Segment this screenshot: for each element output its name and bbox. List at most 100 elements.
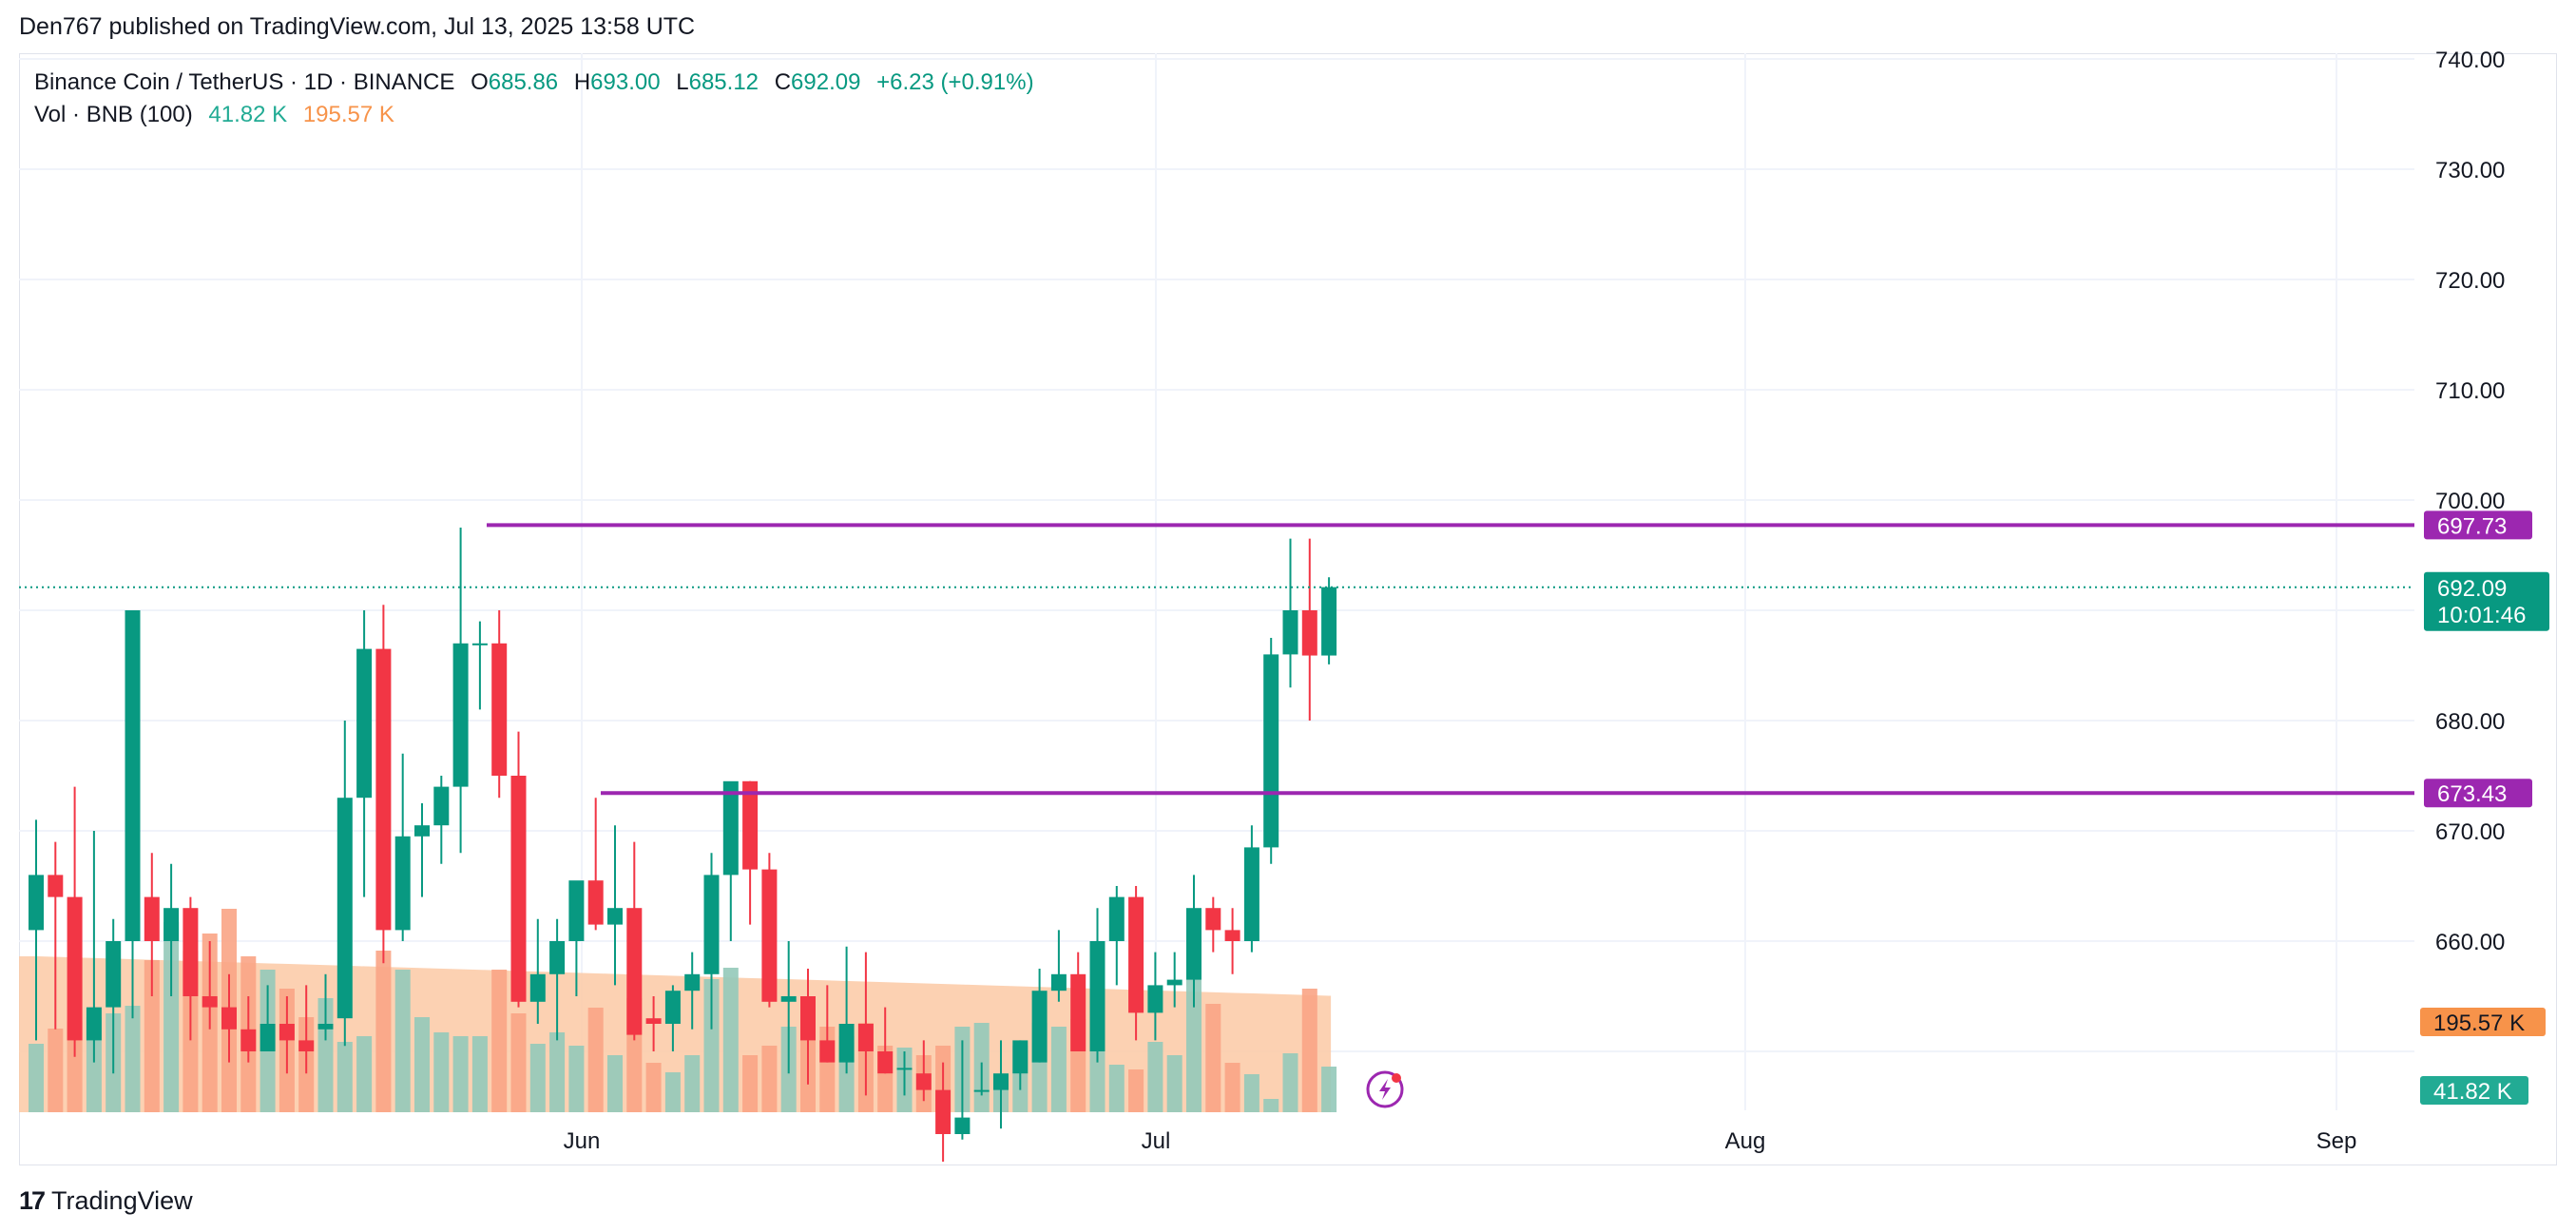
volume-title[interactable]: Vol · BNB (100) [34, 102, 193, 127]
candle-body [703, 875, 720, 974]
candle-body [1031, 991, 1048, 1063]
candle-body [800, 996, 816, 1041]
level-price-label: 673.43 [2437, 781, 2507, 807]
candle-body [471, 643, 488, 645]
last-price-label: 692.09 [2437, 576, 2507, 602]
x-axis-tick-label: Jun [564, 1128, 601, 1154]
candle-body [279, 1024, 295, 1041]
y-axis-tick-label: 740.00 [2435, 48, 2505, 73]
volume-bar [67, 1021, 83, 1112]
candle-body [1166, 979, 1182, 986]
candle-body [125, 610, 141, 941]
candle-body [106, 941, 122, 1008]
volume-bar [722, 968, 739, 1112]
volume-bar [394, 970, 411, 1112]
volume-bar [645, 1063, 662, 1112]
y-axis-tick-label: 680.00 [2435, 709, 2505, 735]
candle-body [48, 875, 64, 897]
candle-body [1186, 908, 1201, 980]
y-axis-tick-label: 700.00 [2435, 489, 2505, 514]
x-axis-tick-label: Aug [1725, 1128, 1766, 1154]
candle-body [163, 908, 180, 941]
candle-body [1301, 610, 1317, 656]
tradingview-brand[interactable]: 17 TradingView [19, 1186, 193, 1216]
close-label: C [774, 69, 792, 95]
candle-body [761, 869, 778, 1002]
volume-legend-row: Vol · BNB (100) 41.82 K 195.57 K [34, 99, 1034, 131]
volume-bar [1128, 1069, 1144, 1112]
candle-body [1224, 930, 1240, 941]
publication-caption: Den767 published on TradingView.com, Jul… [19, 13, 696, 40]
volume-ma-tag-label: 195.57 K [2433, 1011, 2525, 1036]
candle-body [1147, 985, 1163, 1013]
x-axis-tick-label: Sep [2316, 1128, 2357, 1154]
volume-bar [510, 1013, 527, 1112]
candle-body [838, 1024, 855, 1063]
candle-body [221, 1007, 237, 1030]
candle-body [67, 896, 83, 1041]
candle-body [1282, 610, 1298, 655]
volume-bar [491, 970, 508, 1112]
candle-body [993, 1073, 1009, 1090]
candle-body [317, 1024, 334, 1030]
volume-bar [1282, 1053, 1298, 1112]
candle-body [529, 973, 546, 1002]
candle-body [1205, 908, 1221, 931]
volume-bar [684, 1055, 701, 1112]
volume-bar [587, 1008, 604, 1112]
volume-bar [761, 1046, 778, 1112]
candle-body [1263, 654, 1279, 848]
candle-body [819, 1040, 836, 1063]
y-axis-tick-label: 730.00 [2435, 158, 2505, 183]
volume-bar [414, 1017, 430, 1112]
candle-body [260, 1024, 276, 1051]
volume-bar [29, 1044, 44, 1112]
open-label: O [471, 69, 489, 95]
volume-bar [568, 1046, 585, 1112]
level-price-tag [2424, 510, 2532, 540]
volume-bar [1050, 1027, 1067, 1112]
tradingview-logo-icon: 17 [19, 1186, 46, 1215]
volume-bar [433, 1032, 450, 1112]
candle-body [607, 908, 623, 925]
candle-body [857, 1024, 874, 1051]
last-price-tag [2424, 571, 2549, 631]
candle-body [1012, 1040, 1028, 1074]
candle-body [1321, 587, 1337, 656]
volume-bar [1186, 960, 1201, 1112]
candle-body [780, 996, 797, 1002]
volume-bar [1224, 1063, 1240, 1112]
volume-bar [742, 1055, 759, 1112]
volume-bar [471, 1036, 488, 1112]
low-label: L [676, 69, 689, 95]
bar-countdown-label: 10:01:46 [2437, 603, 2526, 628]
volume-bar [356, 1036, 373, 1112]
volume-ma-value: 195.57 K [302, 102, 394, 127]
change-value: +6.23 (+0.91%) [876, 69, 1034, 95]
chart-legend: Binance Coin / TetherUS · 1D · BINANCE O… [34, 67, 1034, 131]
candle-body [1089, 941, 1105, 1051]
candle-body [375, 648, 392, 931]
volume-bar [549, 1032, 566, 1112]
high-label: H [573, 69, 591, 95]
candle-body [394, 836, 411, 931]
volume-bar [336, 1042, 353, 1112]
y-axis-tick-label: 720.00 [2435, 268, 2505, 294]
volume-bar [48, 1029, 64, 1112]
candle-body [86, 1007, 102, 1041]
symbol-title[interactable]: Binance Coin / TetherUS · 1D · BINANCE [34, 69, 455, 95]
candle-body [452, 643, 469, 787]
candle-body [1108, 896, 1125, 941]
tradingview-name: TradingView [51, 1186, 193, 1215]
level-price-tag [2424, 779, 2532, 808]
volume-bar [86, 1017, 102, 1112]
candle-body [742, 780, 759, 870]
candle-body [973, 1089, 990, 1092]
y-axis-tick-label: 660.00 [2435, 930, 2505, 955]
candle-body [664, 991, 681, 1024]
candle-body [433, 786, 450, 826]
candle-body [240, 1029, 257, 1051]
candle-body [491, 643, 508, 776]
notification-dot-icon [1392, 1073, 1401, 1083]
